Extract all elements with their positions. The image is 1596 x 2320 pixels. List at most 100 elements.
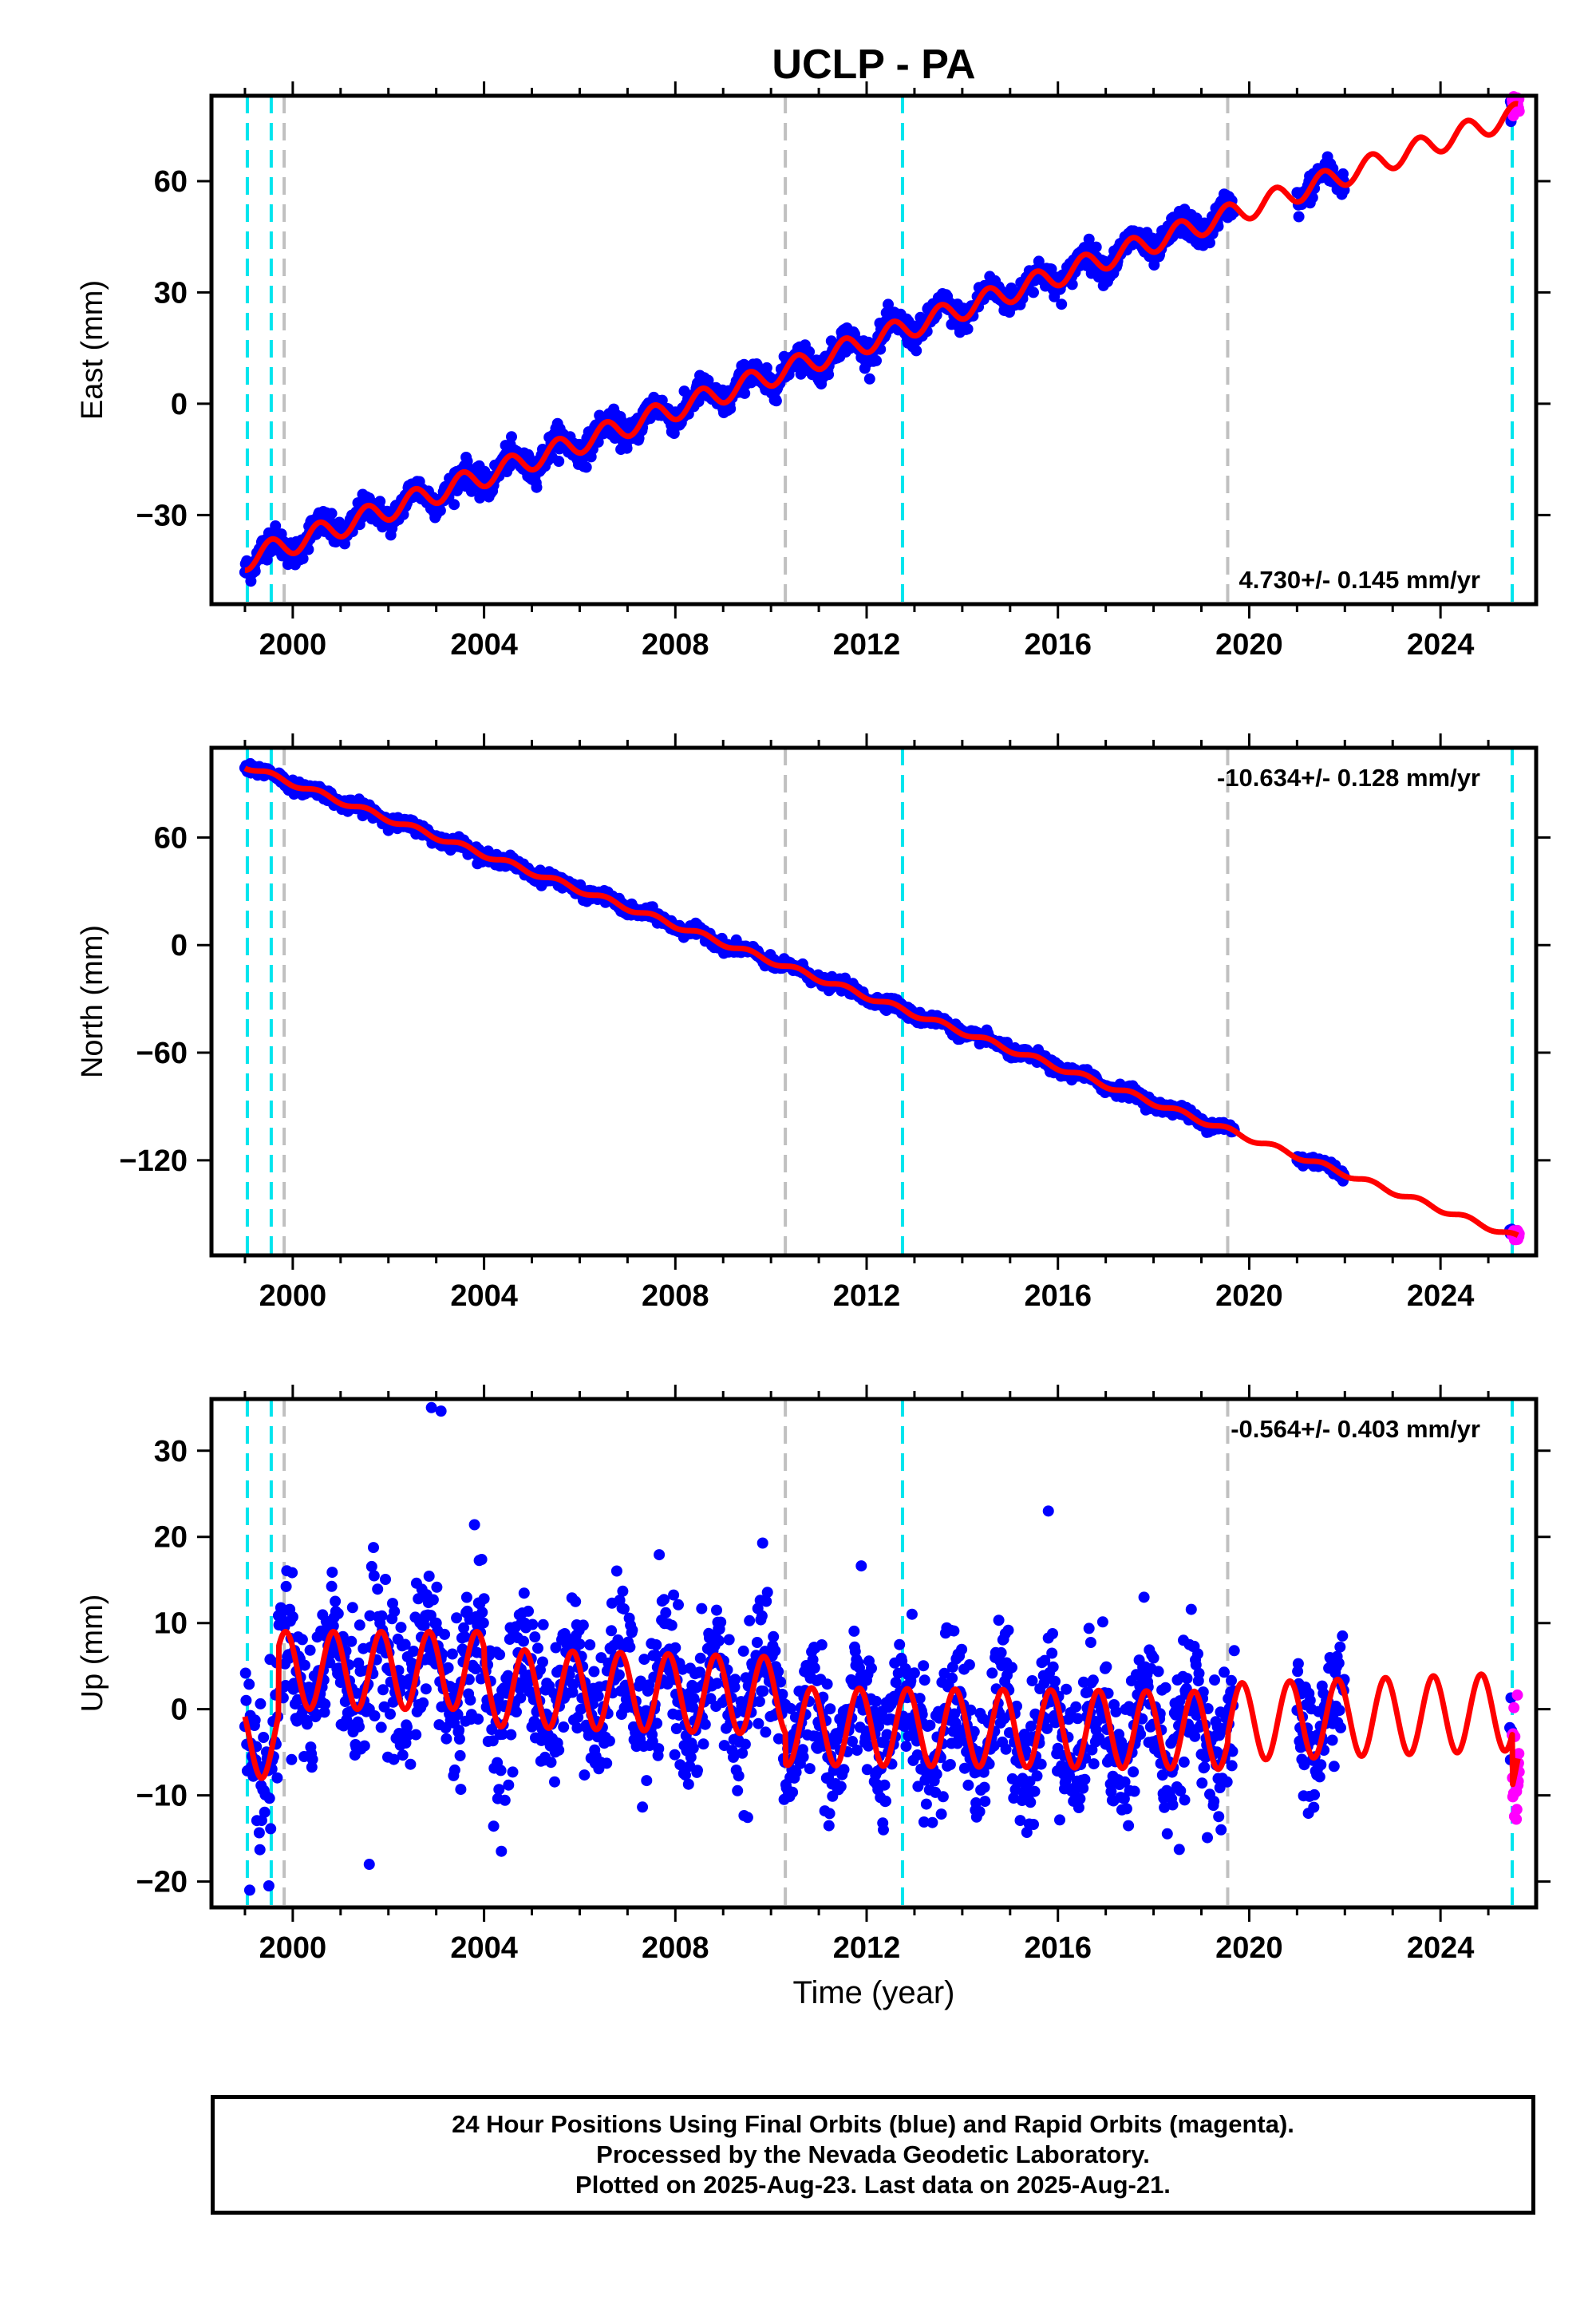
final-orbit-point bbox=[584, 1639, 595, 1650]
final-orbit-point bbox=[769, 1646, 780, 1657]
final-orbit-point bbox=[762, 1587, 773, 1598]
final-orbit-point bbox=[753, 1718, 764, 1729]
final-orbit-point bbox=[1028, 287, 1039, 298]
final-orbit-point bbox=[673, 1599, 684, 1611]
y-tick-label: 0 bbox=[171, 929, 188, 962]
final-orbit-point bbox=[754, 1696, 765, 1707]
final-orbit-point bbox=[622, 443, 633, 454]
final-orbit-point bbox=[440, 1733, 452, 1745]
final-orbit-point bbox=[824, 1808, 836, 1819]
x-tick-label: 2004 bbox=[450, 628, 518, 662]
final-orbit-point bbox=[549, 1777, 560, 1788]
final-orbit-point bbox=[454, 1733, 465, 1745]
final-orbit-point bbox=[380, 1574, 391, 1585]
final-orbit-point bbox=[713, 1635, 725, 1646]
final-orbit-point bbox=[439, 1629, 450, 1640]
y-tick-label: −60 bbox=[136, 1037, 188, 1070]
final-orbit-point bbox=[918, 1660, 929, 1671]
final-orbit-point bbox=[455, 1750, 466, 1761]
final-orbit-point bbox=[558, 1721, 569, 1733]
final-orbit-point bbox=[449, 1765, 460, 1776]
final-orbit-point bbox=[689, 1693, 700, 1704]
final-orbit-point bbox=[757, 1686, 768, 1697]
final-orbit-point bbox=[435, 505, 446, 516]
final-orbit-point bbox=[641, 1775, 652, 1786]
final-orbit-point bbox=[700, 1719, 711, 1730]
y-axis-label: East (mm) bbox=[76, 280, 109, 420]
final-orbit-point bbox=[307, 1754, 318, 1765]
final-orbit-point bbox=[461, 1592, 472, 1603]
final-orbit-point bbox=[389, 1606, 400, 1617]
final-orbit-point bbox=[848, 1626, 859, 1637]
y-tick-label: 60 bbox=[154, 165, 188, 199]
final-orbit-point bbox=[385, 1709, 396, 1720]
final-orbit-point bbox=[397, 1749, 409, 1761]
final-orbit-point bbox=[683, 1779, 694, 1790]
final-orbit-point bbox=[715, 1617, 726, 1628]
final-orbit-point bbox=[809, 1662, 820, 1674]
final-orbit-point bbox=[529, 1631, 540, 1642]
y-axis-label: North (mm) bbox=[76, 925, 109, 1078]
final-orbit-point bbox=[405, 1759, 416, 1770]
final-orbit-point bbox=[254, 1828, 265, 1839]
final-orbit-point bbox=[553, 456, 564, 467]
final-orbit-point bbox=[670, 1749, 681, 1761]
y-tick-label: −30 bbox=[136, 499, 188, 532]
final-orbit-point bbox=[581, 461, 592, 472]
final-orbit-point bbox=[740, 1739, 751, 1750]
final-orbit-point bbox=[732, 1785, 743, 1796]
final-orbit-point bbox=[962, 323, 974, 334]
final-orbit-point bbox=[744, 1615, 755, 1626]
y-tick-label: 0 bbox=[171, 388, 188, 421]
final-orbit-point bbox=[771, 395, 782, 406]
final-orbit-point bbox=[297, 1634, 308, 1645]
final-orbit-point bbox=[431, 1582, 442, 1593]
final-orbit-point bbox=[553, 1745, 564, 1756]
final-orbit-point bbox=[546, 1757, 557, 1768]
final-orbit-point bbox=[527, 1619, 538, 1630]
final-orbit-point bbox=[878, 1824, 889, 1836]
final-orbit-point bbox=[907, 1609, 918, 1620]
final-orbit-point bbox=[479, 1593, 490, 1604]
final-orbit-point bbox=[470, 1663, 481, 1674]
final-orbit-point bbox=[624, 1642, 635, 1653]
final-orbit-point bbox=[729, 1674, 741, 1685]
final-orbit-point bbox=[265, 1823, 276, 1834]
final-orbit-point bbox=[866, 1662, 877, 1674]
final-orbit-point bbox=[410, 1729, 421, 1741]
final-orbit-point bbox=[692, 1765, 703, 1776]
final-orbit-point bbox=[264, 1792, 275, 1804]
final-orbit-point bbox=[650, 1639, 662, 1650]
final-orbit-point bbox=[538, 1619, 549, 1630]
final-orbit-point bbox=[359, 1741, 370, 1752]
final-orbit-point bbox=[871, 1696, 882, 1707]
final-orbit-point bbox=[302, 1718, 313, 1729]
final-orbit-point bbox=[974, 1806, 986, 1817]
final-orbit-point bbox=[424, 1571, 435, 1582]
final-orbit-point bbox=[519, 1587, 530, 1599]
final-orbit-point bbox=[472, 1713, 484, 1725]
final-orbit-point bbox=[909, 1667, 920, 1678]
final-orbit-point bbox=[376, 1721, 387, 1733]
final-orbit-point bbox=[511, 1706, 522, 1717]
final-orbit-point bbox=[666, 1620, 678, 1631]
final-orbit-point bbox=[945, 1759, 956, 1770]
final-orbit-point bbox=[760, 1726, 771, 1737]
final-orbit-point bbox=[494, 1649, 505, 1660]
final-orbit-point bbox=[271, 1773, 282, 1784]
x-tick-label: 2020 bbox=[1215, 1279, 1283, 1313]
final-orbit-point bbox=[822, 1678, 833, 1690]
final-orbit-point bbox=[377, 1611, 388, 1622]
final-orbit-point bbox=[654, 1549, 665, 1560]
final-orbit-point bbox=[240, 1668, 251, 1679]
final-orbit-point bbox=[448, 499, 460, 510]
final-orbit-point bbox=[711, 1605, 722, 1616]
final-orbit-point bbox=[330, 1596, 341, 1607]
final-orbit-point bbox=[478, 1618, 489, 1629]
final-orbit-points bbox=[239, 1402, 1517, 1896]
final-orbit-point bbox=[250, 1714, 261, 1725]
final-orbit-point bbox=[804, 1763, 816, 1774]
final-orbit-point bbox=[979, 1796, 990, 1807]
